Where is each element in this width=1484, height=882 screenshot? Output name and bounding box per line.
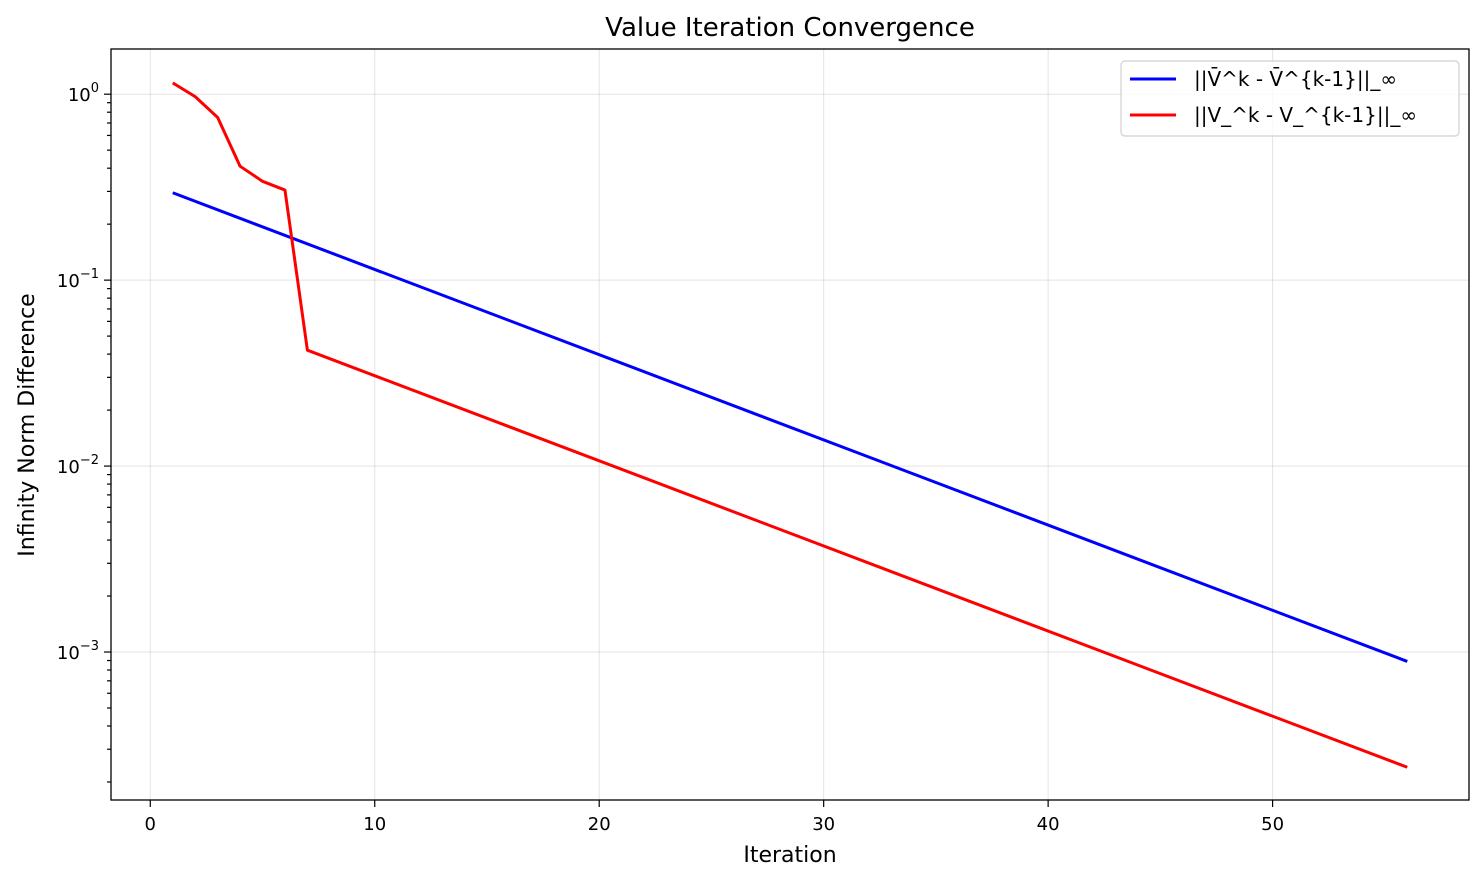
- y-tick-label: 10−1: [57, 267, 99, 292]
- x-axis-ticks: 0 10 20 30 40 50: [145, 800, 1284, 835]
- legend-label-1: ||V_^k - V_^{k-1}||_∞: [1194, 103, 1417, 127]
- y-tick-base: 10: [57, 457, 80, 478]
- x-axis-label: Iteration: [743, 843, 836, 868]
- y-tick-label: 10−2: [57, 453, 99, 478]
- series-lines: [171, 81, 1408, 769]
- chart-title: Value Iteration Convergence: [605, 13, 975, 43]
- y-tick-exponent: −3: [80, 639, 99, 654]
- x-tick-label: 0: [145, 814, 156, 835]
- x-tick-label: 50: [1261, 814, 1284, 835]
- y-tick-exponent: −1: [80, 267, 99, 282]
- y-tick-exponent: 0: [91, 81, 99, 96]
- legend: ||V̄^k - V̄^{k-1}||_∞ ||V_^k - V_^{k-1}||…: [1120, 60, 1460, 137]
- y-tick-base: 10: [57, 271, 80, 292]
- x-tick-label: 10: [363, 814, 386, 835]
- y-tick-base: 10: [57, 643, 80, 664]
- y-axis-label: Infinity Norm Difference: [15, 293, 40, 556]
- series-line-1: [171, 81, 1408, 769]
- y-tick-label: 10−3: [57, 639, 99, 664]
- plot-area-frame: [110, 48, 1470, 801]
- y-tick-exponent: −2: [80, 453, 99, 468]
- series-line-0: [172, 191, 1408, 663]
- legend-box: [1120, 60, 1460, 137]
- y-tick-label: 100: [68, 81, 99, 106]
- x-tick-label: 20: [588, 814, 611, 835]
- grid-lines: [111, 49, 1469, 800]
- legend-label-0: ||V̄^k - V̄^{k-1}||_∞: [1194, 66, 1397, 91]
- x-tick-label: 30: [812, 814, 835, 835]
- x-tick-label: 40: [1037, 814, 1060, 835]
- y-tick-base: 10: [68, 85, 91, 106]
